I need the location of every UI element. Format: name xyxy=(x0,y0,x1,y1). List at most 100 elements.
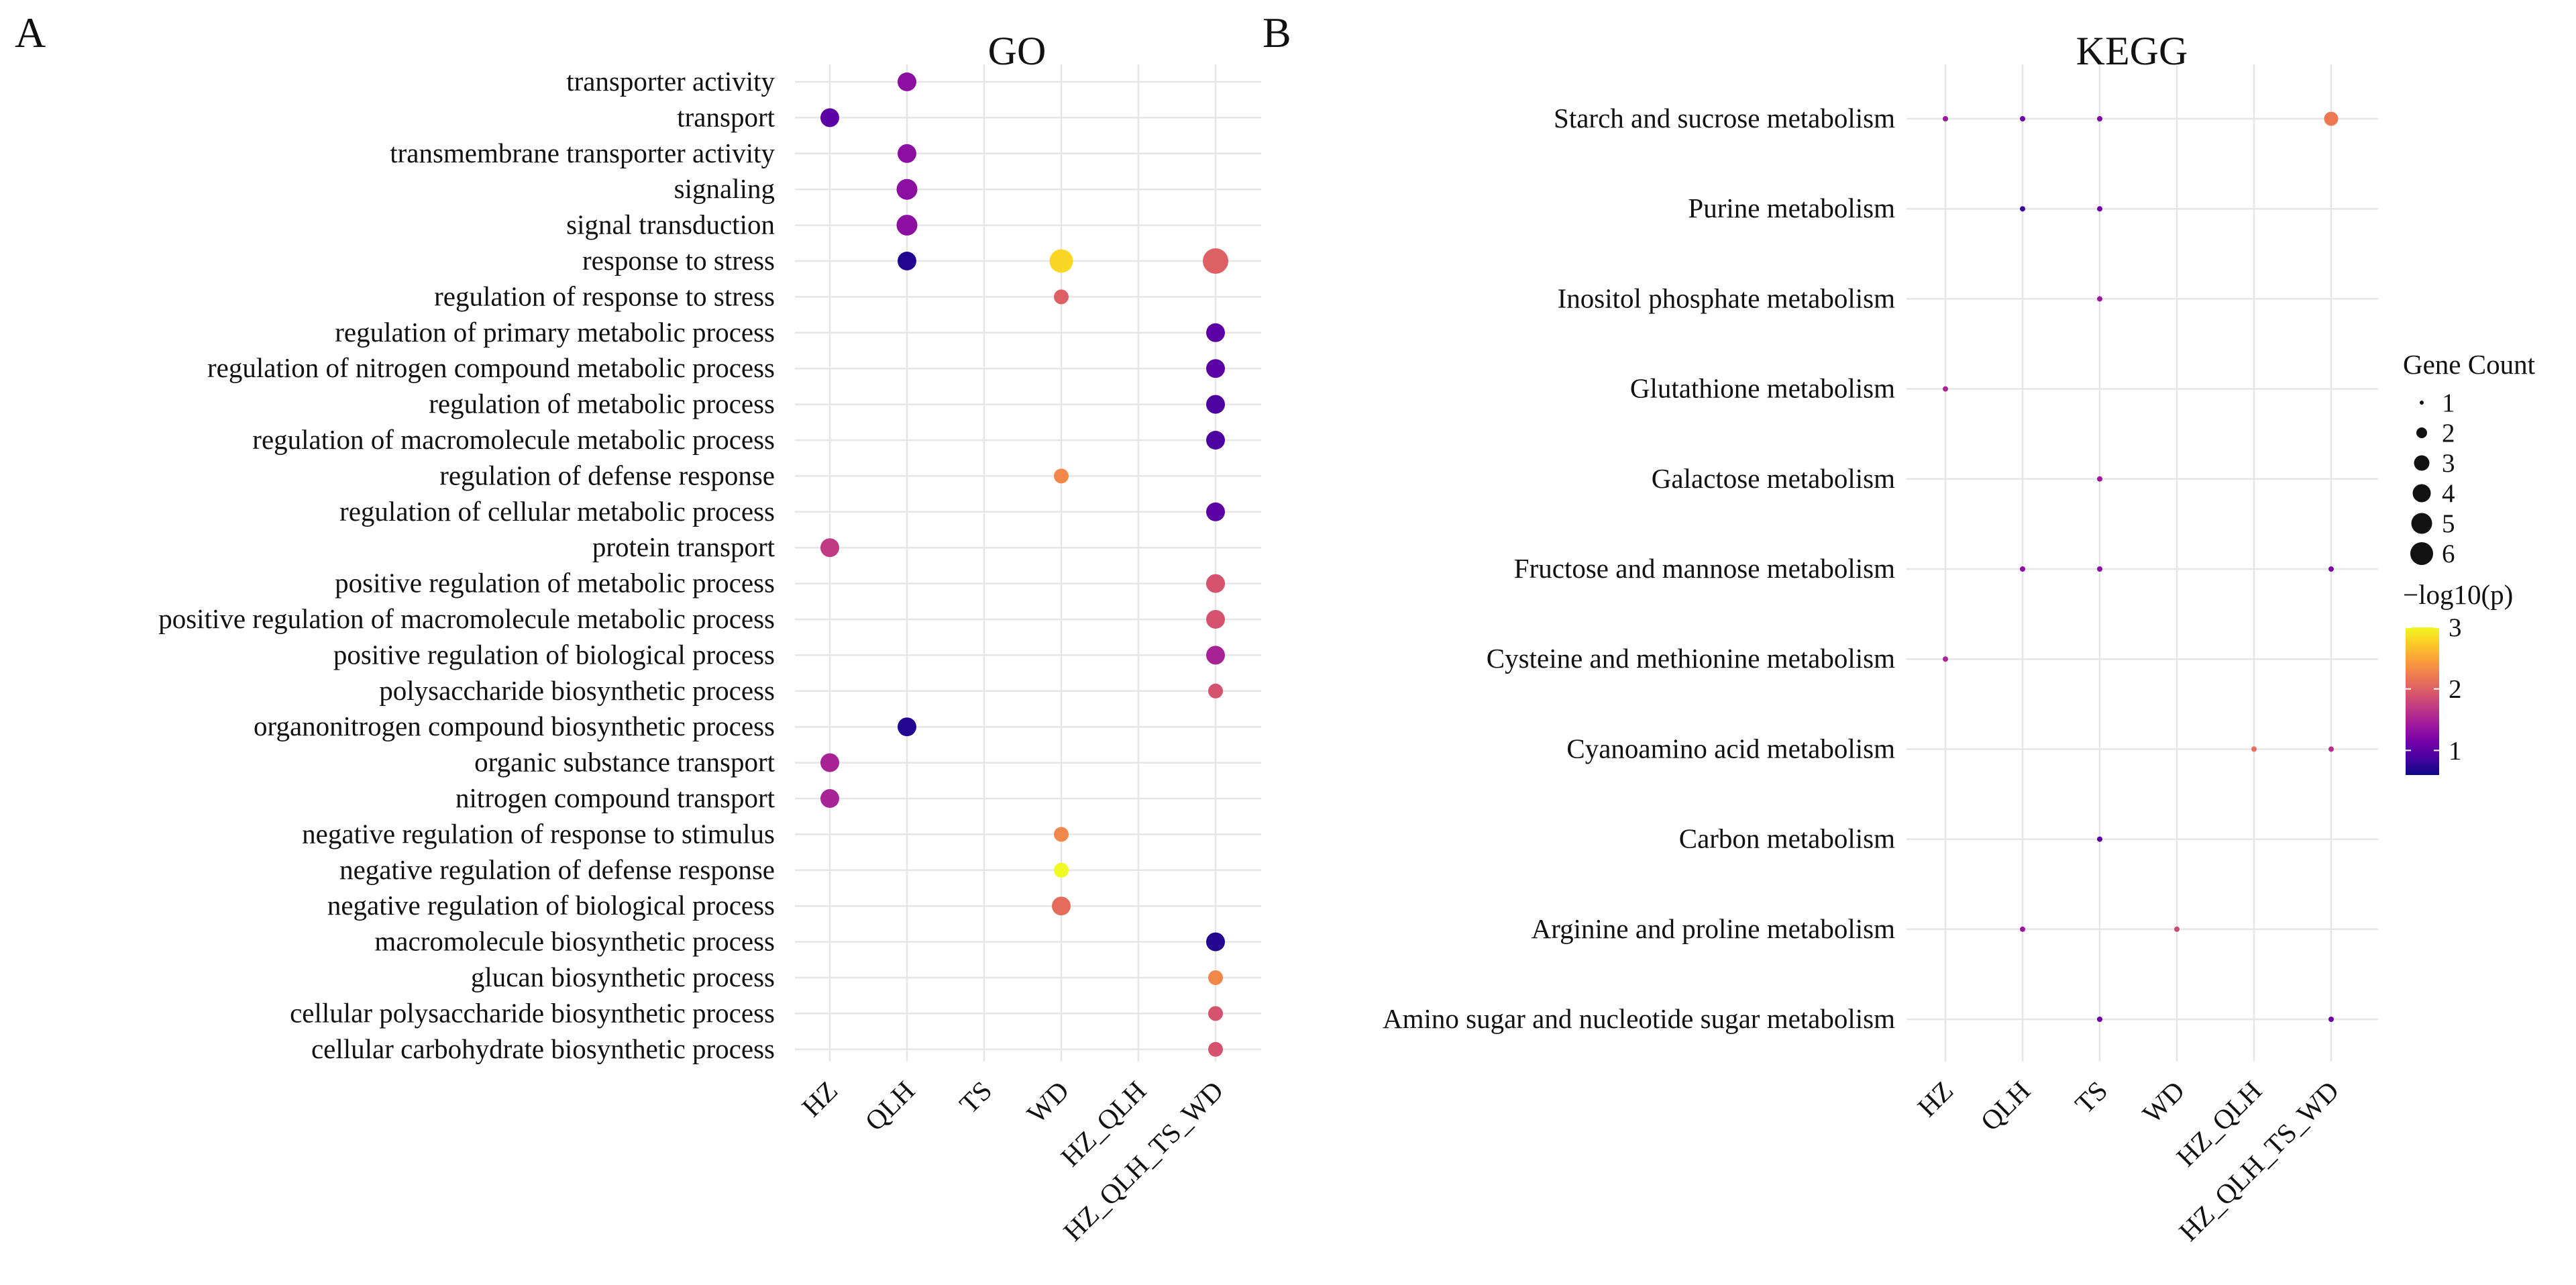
size-legend-title: Gene Count xyxy=(2403,349,2536,380)
dot-hz-qlh-ts-wd-regulation-of-macromolecule-metabolic-process xyxy=(1206,431,1225,450)
dot-hz-qlh-ts-wd-regulation-of-cellular-metabolic-process xyxy=(1206,502,1225,521)
dot-qlh-response-to-stress xyxy=(898,252,916,270)
dot-ts-carbon-metabolism xyxy=(2097,836,2102,842)
x-tick-label: HZ xyxy=(796,1075,843,1123)
y-tick-label: transporter activity xyxy=(566,66,775,97)
panel-a-label: A xyxy=(15,9,46,56)
size-legend-label: 6 xyxy=(2442,539,2455,568)
y-tick-label: transport xyxy=(677,101,775,132)
x-tick-label: WD xyxy=(1021,1075,1075,1129)
y-tick-label: transmembrane transporter activity xyxy=(390,138,775,168)
y-tick-label: organic substance transport xyxy=(474,747,775,778)
y-tick-label: Glutathione metabolism xyxy=(1630,373,1895,404)
go-grid xyxy=(795,64,1261,1062)
y-tick-label: macromolecule biosynthetic process xyxy=(374,926,775,957)
dot-wd-negative-regulation-of-defense-response xyxy=(1054,862,1069,878)
dot-hz-qlh-ts-wd-glucan-biosynthetic-process xyxy=(1208,970,1223,985)
go-dot-plot: GO transporter activity transport transmem… xyxy=(158,29,1261,1247)
y-tick-label: negative regulation of response to stimu… xyxy=(302,818,775,849)
dot-qlh-purine-metabolism xyxy=(2020,206,2025,212)
dot-hz-qlh-ts-wd-macromolecule-biosynthetic-process xyxy=(1206,932,1225,952)
y-tick-label: Amino sugar and nucleotide sugar metabol… xyxy=(1383,1003,1895,1034)
color-tick-label: 3 xyxy=(2449,613,2462,642)
go-title: GO xyxy=(988,29,1046,73)
y-tick-label: protein transport xyxy=(592,531,775,562)
x-tick-label: WD xyxy=(2137,1075,2191,1129)
size-legend-label: 2 xyxy=(2442,419,2455,448)
y-tick-label: Arginine and proline metabolism xyxy=(1532,913,1895,944)
kegg-dot-plot: KEGG Starch and sucrose metabolism Purine… xyxy=(1383,29,2378,1247)
dot-ts-galactose-metabolism xyxy=(2097,476,2102,482)
kegg-grid xyxy=(1907,64,2378,1062)
dot-ts-fructose-and-mannose-metabolism xyxy=(2097,566,2102,572)
dot-hz-qlh-ts-wd-cyanoamino-acid-metabolism xyxy=(2328,746,2334,752)
dot-hz-protein-transport xyxy=(820,538,839,558)
color-legend-ticks: 3 2 1 xyxy=(2406,613,2462,765)
dot-hz-starch-and-sucrose-metabolism xyxy=(1943,116,1948,121)
dot-wd-response-to-stress xyxy=(1049,249,1073,273)
dot-hz-qlh-ts-wd-positive-regulation-of-metabolic-process xyxy=(1206,574,1225,593)
dot-qlh-arginine-and-proline-metabolism xyxy=(2020,926,2025,932)
y-tick-label: positive regulation of biological proces… xyxy=(333,639,775,670)
dot-hz-qlh-ts-wd-positive-regulation-of-biological-process xyxy=(1206,646,1225,665)
go-dots xyxy=(820,72,1228,1057)
x-tick-label: QLH xyxy=(859,1075,920,1137)
color-bar xyxy=(2406,627,2439,775)
y-tick-label: Cysteine and methionine metabolism xyxy=(1487,643,1895,674)
y-tick-label: regulation of defense response xyxy=(439,460,775,491)
size-legend-label: 5 xyxy=(2442,509,2455,538)
y-tick-label: negative regulation of biological proces… xyxy=(327,890,775,921)
dot-qlh-signaling xyxy=(896,178,918,200)
y-tick-label: nitrogen compound transport xyxy=(455,782,775,813)
y-tick-label: response to stress xyxy=(582,245,775,276)
dot-hz-transport xyxy=(820,108,839,127)
y-tick-label: regulation of response to stress xyxy=(434,280,775,311)
dot-hz-qlh-cyanoamino-acid-metabolism xyxy=(2251,746,2257,752)
x-tick-label: TS xyxy=(2069,1075,2113,1119)
y-tick-label: signal transduction xyxy=(566,209,775,240)
y-tick-label: regulation of primary metabolic process xyxy=(335,317,775,348)
size-legend-dot xyxy=(2416,427,2427,438)
dot-qlh-fructose-and-mannose-metabolism xyxy=(2020,566,2025,572)
y-tick-label: polysaccharide biosynthetic process xyxy=(379,675,775,706)
color-legend-title: −log10(p) xyxy=(2403,579,2513,610)
size-legend-dot xyxy=(2412,484,2431,503)
dot-wd-regulation-of-defense-response xyxy=(1054,468,1069,484)
dot-wd-negative-regulation-of-biological-process xyxy=(1052,896,1071,916)
y-tick-label: Starch and sucrose metabolism xyxy=(1554,103,1895,134)
dot-hz-qlh-ts-wd-cellular-polysaccharide-biosynthetic-process xyxy=(1208,1006,1223,1021)
y-tick-label: regulation of cellular metabolic process xyxy=(339,496,775,527)
dot-hz-qlh-ts-wd-regulation-of-primary-metabolic-process xyxy=(1206,323,1225,342)
y-tick-label: positive regulation of metabolic process xyxy=(335,568,775,599)
dot-ts-starch-and-sucrose-metabolism xyxy=(2097,116,2102,121)
y-tick-label: cellular polysaccharide biosynthetic pro… xyxy=(290,997,775,1028)
dot-qlh-organonitrogen-compound-biosynthetic-process xyxy=(898,717,916,737)
y-tick-label: regulation of nitrogen compound metaboli… xyxy=(207,352,775,383)
dot-hz-qlh-ts-wd-cellular-carbohydrate-biosynthetic-process xyxy=(1208,1041,1223,1057)
y-tick-label: glucan biosynthetic process xyxy=(471,962,775,992)
size-legend-dot xyxy=(2414,455,2430,471)
y-tick-label: regulation of metabolic process xyxy=(429,389,775,419)
size-legend-dot xyxy=(2420,401,2424,405)
x-tick-label: HZ xyxy=(1911,1075,1959,1123)
y-tick-label: signaling xyxy=(674,173,775,204)
kegg-title: KEGG xyxy=(2076,29,2188,73)
size-legend-label: 3 xyxy=(2442,449,2455,478)
y-tick-label: negative regulation of defense response xyxy=(339,854,775,885)
dot-wd-negative-regulation-of-response-to-stimulus xyxy=(1054,827,1069,842)
go-y-axis: transporter activity transport transmembra… xyxy=(158,66,775,1064)
size-legend-label: 1 xyxy=(2442,389,2455,417)
dot-hz-qlh-ts-wd-fructose-and-mannose-metabolism xyxy=(2328,566,2334,572)
size-legend-dot xyxy=(2411,513,2432,534)
color-tick-label: 1 xyxy=(2449,736,2462,765)
dot-hz-glutathione-metabolism xyxy=(1943,386,1948,392)
dot-wd-arginine-and-proline-metabolism xyxy=(2174,926,2180,932)
color-tick-label: 2 xyxy=(2449,675,2462,704)
dot-hz-nitrogen-compound-transport xyxy=(820,789,839,808)
size-legend-label: 4 xyxy=(2442,479,2455,508)
dot-hz-qlh-ts-wd-regulation-of-nitrogen-compound-metabolic-process xyxy=(1206,359,1225,378)
y-tick-label: regulation of macromolecule metabolic pr… xyxy=(252,424,775,455)
